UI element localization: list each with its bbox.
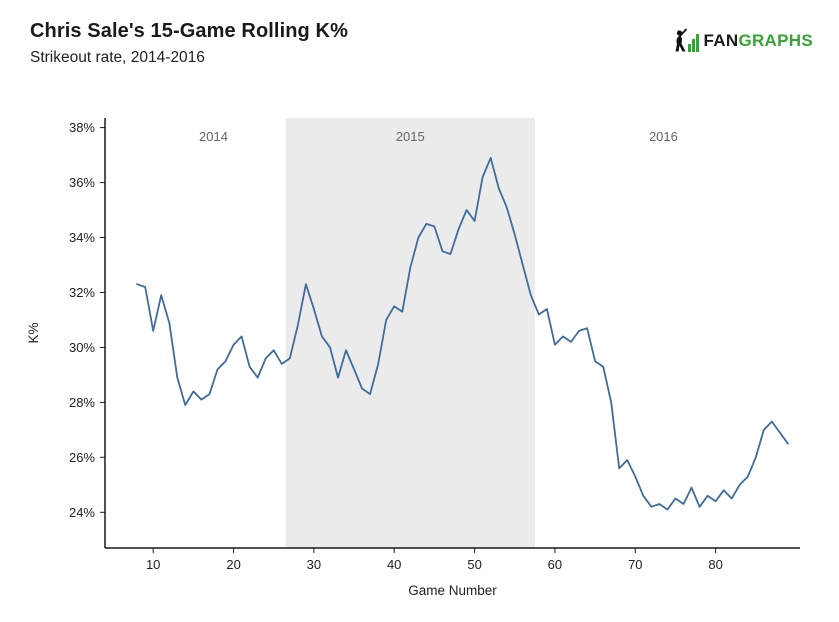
y-tick-label: 34%	[69, 230, 95, 245]
y-tick-label: 26%	[69, 450, 95, 465]
title-block: Chris Sale's 15-Game Rolling K% Strikeou…	[30, 18, 348, 67]
fangraphs-logo: FANGRAPHS	[671, 28, 813, 54]
y-tick-label: 28%	[69, 395, 95, 410]
bar-small	[687, 44, 691, 52]
x-tick-label: 40	[387, 557, 401, 572]
season-label-2014: 2014	[199, 129, 228, 144]
batter-head-shape	[676, 30, 682, 36]
page-title: Chris Sale's 15-Game Rolling K%	[30, 20, 348, 42]
y-axis-title: K%	[26, 322, 41, 343]
y-tick-label: 32%	[69, 285, 95, 300]
x-tick-label: 80	[708, 557, 722, 572]
x-tick-label: 70	[628, 557, 642, 572]
chart-header: Chris Sale's 15-Game Rolling K% Strikeou…	[0, 0, 839, 108]
rolling-kpct-line	[136, 156, 789, 511]
x-tick-label: 30	[307, 557, 321, 572]
y-tick-label: 36%	[69, 175, 95, 190]
rolling-kpct-line-chart: 2014 2015 2016 24% 26% 28% 30% 32% 34% 36% 38% 10 20…	[26, 118, 800, 598]
x-tick-label: 60	[548, 557, 562, 572]
x-axis-title: Game Number	[408, 583, 497, 598]
season-label-2015: 2015	[396, 129, 425, 144]
x-tick-label: 50	[467, 557, 481, 572]
batter-body-shape	[675, 35, 686, 52]
season-2015-shaded-band	[285, 118, 535, 548]
logo-text-fan: FAN	[703, 31, 739, 50]
logo-text-graphs: GRAPHS	[738, 31, 813, 50]
fangraphs-batter-bars-icon	[675, 28, 699, 52]
season-label-2016: 2016	[649, 129, 678, 144]
page-subtitle: Strikeout rate, 2014-2016	[30, 49, 205, 66]
x-tick-label: 20	[226, 557, 240, 572]
bar-large	[695, 34, 699, 52]
y-tick-label: 30%	[69, 340, 95, 355]
bar-medium	[691, 39, 695, 52]
y-tick-label: 38%	[69, 120, 95, 135]
x-tick-label: 10	[146, 557, 160, 572]
y-tick-label: 24%	[69, 505, 95, 520]
fangraphs-wordmark: FANGRAPHS	[704, 31, 813, 51]
